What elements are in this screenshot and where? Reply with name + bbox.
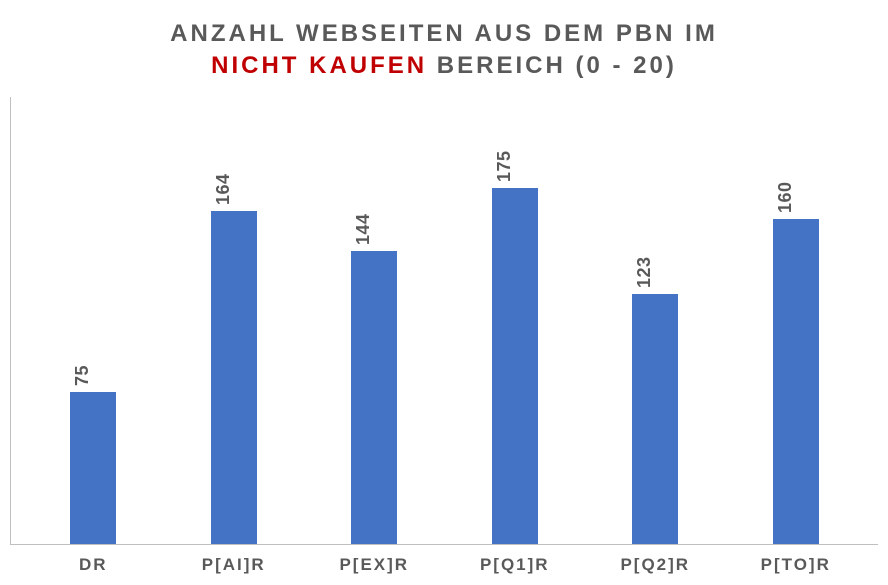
x-axis: DRP[AI]RP[EX]RP[Q1]RP[Q2]RP[TO]R (10, 545, 878, 577)
plot-wrap: 75164144175123160 DRP[AI]RP[EX]RP[Q1]RP[… (10, 97, 878, 577)
bar-value-label: 75 (72, 365, 93, 386)
bar: 123 (632, 294, 678, 544)
bar-value-label: 175 (494, 151, 515, 183)
bar-slot: 123 (585, 97, 726, 544)
bar-value-label: 123 (634, 256, 655, 288)
x-axis-label: P[Q2]R (585, 555, 726, 575)
bar-slot: 144 (304, 97, 445, 544)
bar: 164 (211, 211, 257, 544)
bar-slot: 160 (726, 97, 867, 544)
x-axis-label: P[TO]R (726, 555, 867, 575)
bar: 175 (492, 188, 538, 544)
bar-slot: 75 (23, 97, 164, 544)
bar-slot: 175 (445, 97, 586, 544)
title-text-pre: ANZAHL WEBSEITEN AUS DEM PBN IM (170, 20, 718, 47)
bar-slot: 164 (164, 97, 305, 544)
bar: 144 (351, 251, 397, 544)
chart-title: ANZAHL WEBSEITEN AUS DEM PBN IM NICHT KA… (10, 6, 878, 97)
x-axis-label: P[EX]R (304, 555, 445, 575)
bar-value-label: 164 (213, 173, 234, 205)
x-axis-label: P[AI]R (164, 555, 305, 575)
plot-area: 75 164 144 175 123 160 (10, 97, 878, 545)
title-highlight: NICHT KAUFEN (211, 52, 427, 79)
bar-value-label: 144 (353, 214, 374, 246)
bar: 75 (70, 392, 116, 544)
bar: 160 (773, 219, 819, 544)
x-axis-label: P[Q1]R (445, 555, 586, 575)
x-axis-label: DR (23, 555, 164, 575)
bar-value-label: 160 (775, 181, 796, 213)
title-text-post: BEREICH (0 - 20) (427, 52, 677, 79)
bar-chart: ANZAHL WEBSEITEN AUS DEM PBN IM NICHT KA… (0, 0, 888, 585)
